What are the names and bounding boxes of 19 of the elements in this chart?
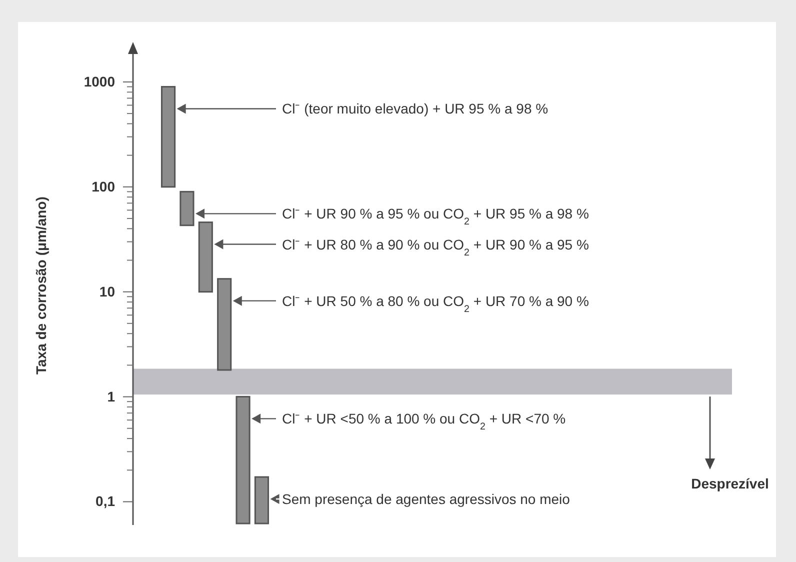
text: Cl⁻ + UR 80 % a 90 % ou CO$_{2}$ + UR 90 % a 95 % — [282, 236, 589, 258]
text: Cl⁻ + UR <50 % a 100 % ou CO$_{2}$ + UR <70 % — [282, 410, 566, 432]
y-tick-label: 1 — [107, 388, 116, 404]
bar — [180, 190, 194, 226]
y-axis-title: Taxa de corrosão (μm/ano) — [33, 196, 49, 374]
band-label: Desprezível — [691, 476, 769, 492]
text: Cl⁻ (teor muito elevado) + UR 95 % a 98 % — [282, 100, 548, 117]
bar — [217, 278, 232, 371]
y-tick-label: 100 — [92, 178, 116, 194]
text: Cl⁻ + UR 90 % a 95 % ou CO$_{2}$ + UR 95 % a 98 % — [282, 206, 589, 228]
bar — [198, 222, 213, 293]
y-tick-label: 1000 — [84, 73, 116, 90]
text: Cl⁻ + UR 50 % a 80 % ou CO$_{2}$ + UR 70 % a 90 % — [282, 292, 589, 314]
text: Sem presença de agentes agressivos no meio — [282, 491, 570, 507]
y-tick-label: 10 — [99, 283, 116, 300]
y-tick-label: 0,1 — [96, 493, 116, 510]
bar — [236, 396, 250, 524]
bar — [254, 476, 270, 524]
bar — [160, 86, 176, 188]
